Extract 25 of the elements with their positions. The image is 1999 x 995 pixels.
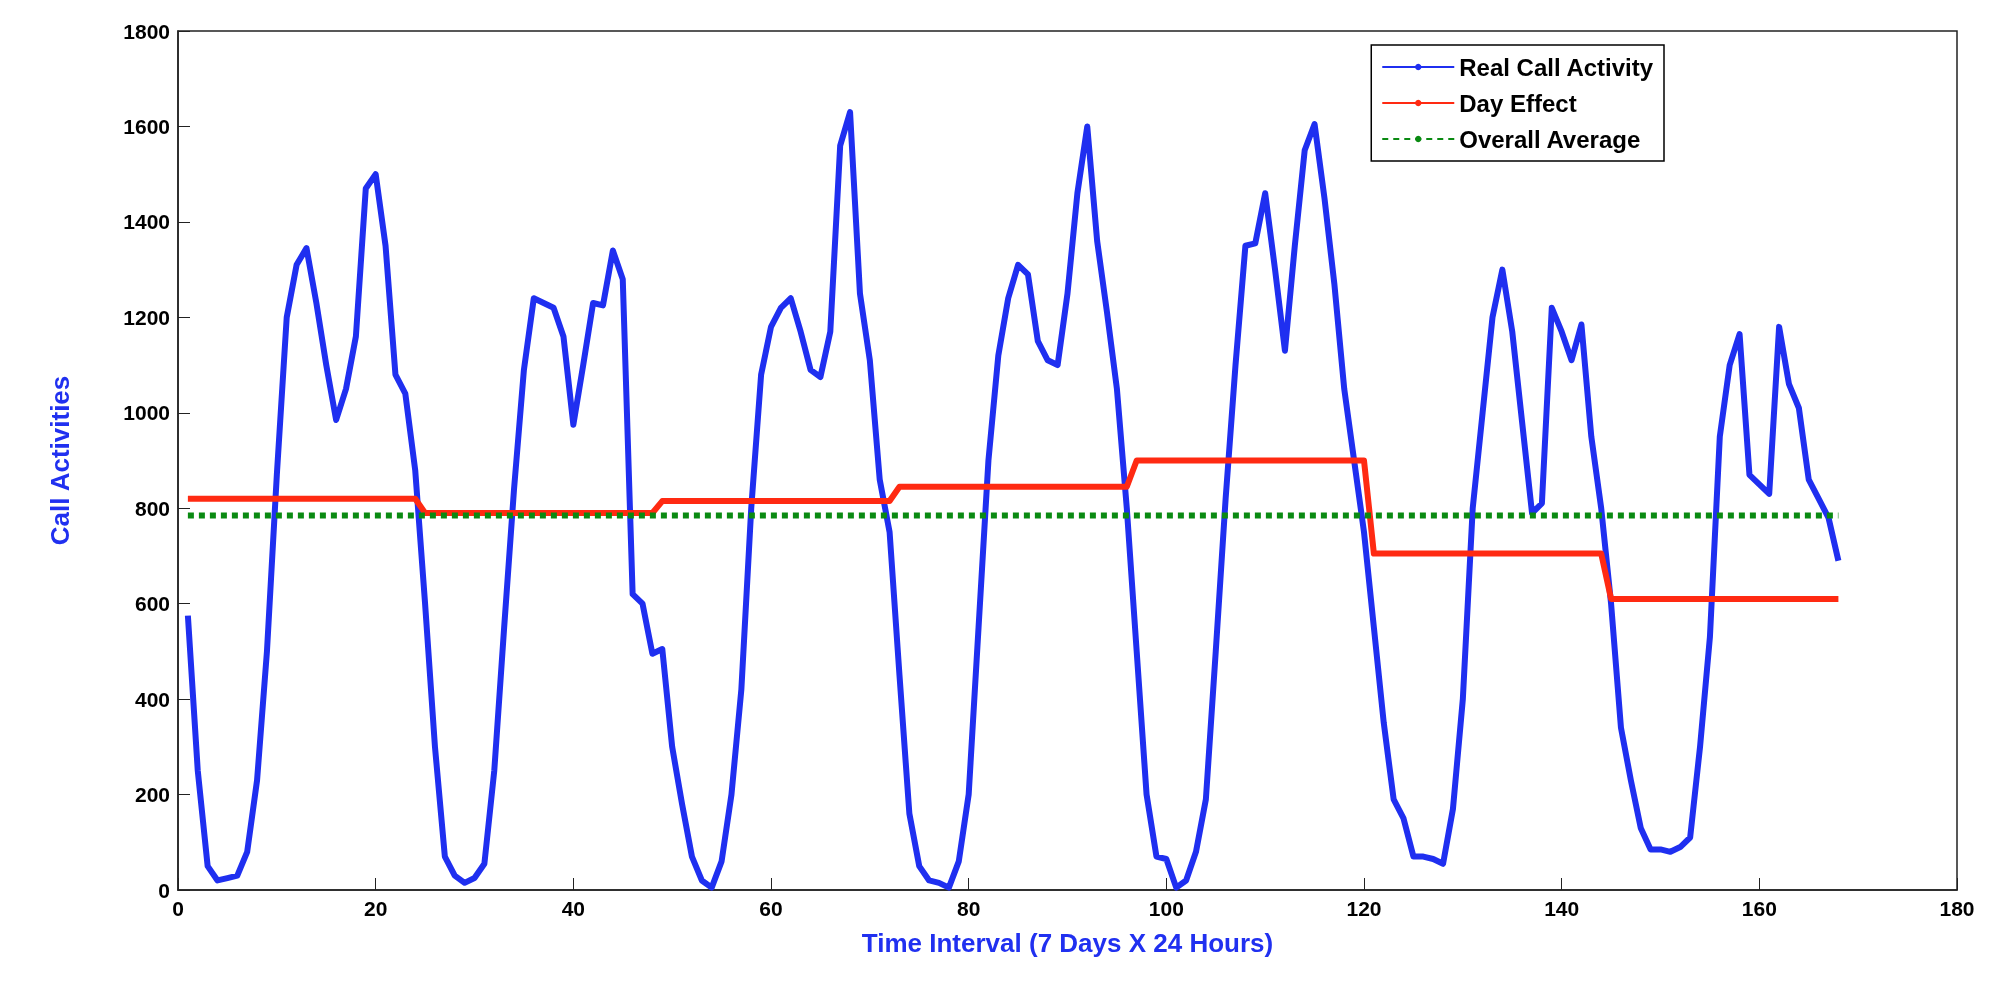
x-tick-label: 100 — [1148, 897, 1184, 920]
legend-label: Day Effect — [1459, 89, 1577, 117]
y-tick-label: 400 — [134, 687, 170, 711]
x-tick-label: 60 — [759, 897, 783, 920]
y-tick-label: 200 — [134, 783, 170, 807]
legend-label: Overall Average — [1459, 125, 1641, 153]
y-tick-label: 1200 — [123, 305, 170, 329]
y-tick-label: 1000 — [123, 401, 170, 425]
x-tick-label: 20 — [363, 897, 388, 920]
x-tick-label: 140 — [1544, 897, 1580, 920]
x-tick-label: 160 — [1741, 897, 1777, 920]
x-axis-title: Time Interval (7 Days X 24 Hours) — [861, 928, 1274, 958]
x-tick-label: 40 — [561, 897, 586, 920]
y-tick-label: 1800 — [123, 19, 170, 43]
x-tick-label: 0 — [172, 897, 184, 920]
x-tick-label: 80 — [956, 897, 981, 920]
y-tick-label: 1600 — [123, 114, 170, 138]
y-axis-title: Call Activities — [45, 375, 75, 546]
y-tick-label: 600 — [134, 592, 170, 616]
y-tick-label: 0 — [158, 878, 170, 902]
legend-label: Real Call Activity — [1459, 53, 1654, 81]
y-tick-label: 1400 — [123, 210, 170, 234]
y-tick-label: 800 — [134, 496, 170, 520]
x-tick-label: 120 — [1346, 897, 1382, 920]
x-tick-label: 180 — [1939, 897, 1975, 920]
